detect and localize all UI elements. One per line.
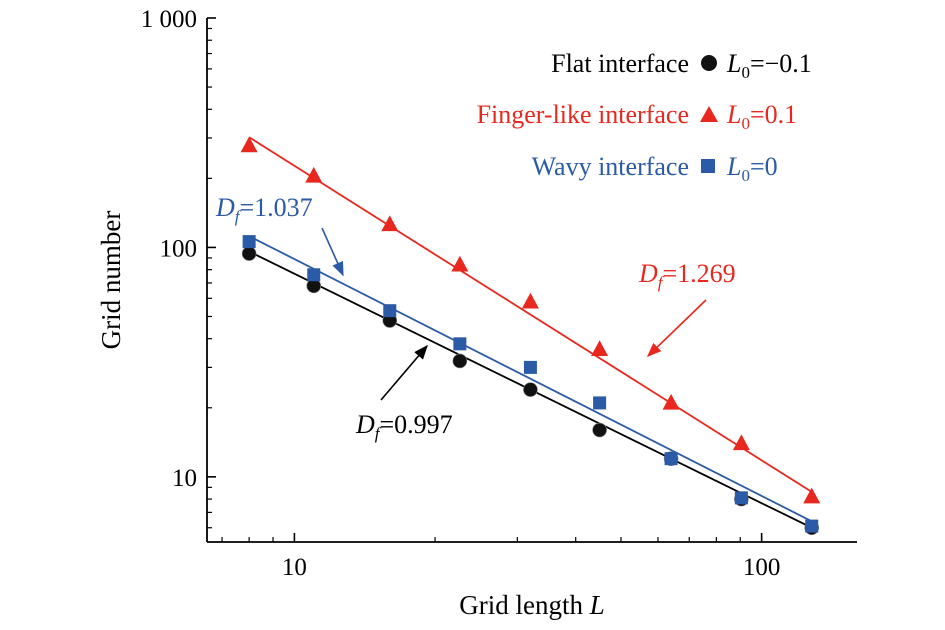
point-wavy [242,235,256,249]
legend-label-wavy: Wavy interface [532,152,689,181]
legend: Flat interface L0=−0.1 Finger-like inter… [477,49,812,185]
point-wavy [593,396,607,410]
annotation-wavy-text: Df=1.037 [215,193,313,226]
legend-item-flat: Flat interface L0=−0.1 [551,49,812,82]
legend-marker-circle [701,55,717,71]
annotation-flat-text: Df=0.997 [355,410,453,443]
tick-labels: 10 100 10 100 1 000 [141,6,781,581]
y-tick-label: 100 [160,235,198,262]
legend-label-finger: Finger-like interface [477,100,689,129]
point-flat [523,382,538,397]
data-points [240,136,821,536]
point-finger [591,340,609,356]
point-finger [381,215,399,232]
x-tick-label: 10 [282,554,307,581]
annotation-flat: Df=0.997 [355,344,453,443]
point-flat [241,246,257,261]
point-wavy [383,304,397,318]
point-finger [732,434,750,451]
legend-marker-triangle [700,106,718,122]
legend-param-finger: L0=0.1 [726,100,797,133]
legend-param-wavy: L0=0 [726,152,778,185]
point-wavy [453,337,467,351]
y-tick-label: 10 [172,465,197,492]
y-axis-label: Grid number [96,211,126,350]
point-wavy [307,268,321,282]
point-finger [305,166,323,183]
point-finger [240,136,258,153]
legend-label-flat: Flat interface [551,49,689,78]
annotation-wavy: Df=1.037 [215,193,344,277]
point-flat [592,422,607,438]
point-wavy [664,452,678,466]
y-tick-label: 1 000 [141,6,197,33]
point-wavy [805,519,819,533]
legend-item-finger: Finger-like interface L0=0.1 [477,100,798,133]
point-finger [662,393,680,410]
point-flat [452,353,468,369]
x-axis-label: Grid length L [459,590,605,620]
point-finger [521,292,539,309]
point-finger [803,487,821,504]
point-finger [451,255,469,272]
annotation-finger-arrow [646,299,707,358]
annotation-flat-arrow [380,344,428,401]
point-wavy [734,491,748,505]
ticks [207,17,763,542]
annotation-wavy-arrow [321,227,344,277]
fit-line-finger [248,136,813,493]
annotation-finger-text: Df=1.269 [638,259,736,292]
point-wavy [523,360,537,374]
fit-line-wavy [248,235,813,523]
legend-marker-square [701,159,715,173]
fit-lines [248,136,813,529]
legend-param-flat: L0=−0.1 [726,49,812,82]
x-tick-label: 100 [743,554,781,581]
legend-item-wavy: Wavy interface L0=0 [532,152,778,185]
annotation-finger: Df=1.269 [638,259,736,358]
